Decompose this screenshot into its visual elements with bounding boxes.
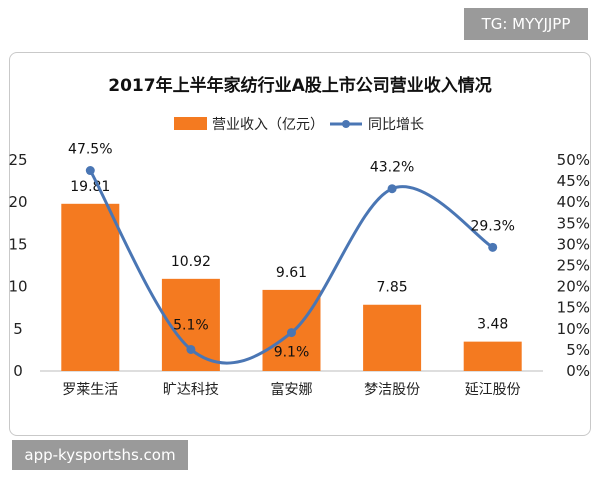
y-left-tick: 5 <box>13 320 23 338</box>
bar-label: 3.48 <box>477 317 508 333</box>
y-right-tick: 25% <box>557 257 590 275</box>
y-left-tick: 0 <box>13 362 23 380</box>
legend-line-marker <box>342 120 350 128</box>
bar <box>363 304 422 371</box>
bar-label: 9.61 <box>276 265 307 281</box>
y-left-tick: 25 <box>8 151 27 169</box>
y-right-tick: 10% <box>557 320 590 338</box>
growth-point <box>488 242 498 252</box>
watermark-tag-bottom: app-kysportshs.com <box>12 440 188 470</box>
y-right-ticks: 0% 5% 10% 15% 20% 25% 30% 35% 40% 45% 50% <box>557 151 590 380</box>
bar <box>61 203 120 371</box>
legend: 营业收入（亿元） 同比增长 <box>174 117 424 133</box>
category-labels: 罗莱生活 旷达科技 富安娜 梦洁股份 延江股份 <box>62 381 520 398</box>
growth-line <box>85 166 498 365</box>
bar-label: 19.81 <box>70 179 110 195</box>
growth-point <box>387 184 397 194</box>
growth-label: 47.5% <box>68 142 112 158</box>
growth-label: 43.2% <box>370 160 414 176</box>
bars <box>61 203 522 371</box>
bar-label: 7.85 <box>377 280 408 296</box>
category-label: 旷达科技 <box>163 382 219 398</box>
chart-title: 2017年上半年家纺行业A股上市公司营业收入情况 <box>108 75 491 96</box>
y-right-tick: 0% <box>566 362 590 380</box>
y-right-tick: 50% <box>557 151 590 169</box>
y-left-tick: 20 <box>8 193 27 211</box>
y-right-tick: 5% <box>566 341 590 359</box>
watermark-tag-top: TG: MYYJJPP <box>464 8 588 40</box>
legend-bar-swatch <box>174 117 207 130</box>
growth-point <box>85 166 95 176</box>
growth-point <box>186 344 196 354</box>
growth-label: 9.1% <box>274 345 310 361</box>
growth-labels: 47.5% 5.1% 9.1% 43.2% 29.3% <box>68 142 515 361</box>
y-right-tick: 20% <box>557 278 590 296</box>
y-right-tick: 40% <box>557 193 590 211</box>
category-label: 富安娜 <box>271 381 313 398</box>
y-right-tick: 45% <box>557 172 590 190</box>
legend-line-label: 同比增长 <box>368 117 424 133</box>
category-label: 延江股份 <box>465 382 521 398</box>
y-left-tick: 10 <box>8 278 27 296</box>
category-label: 梦洁股份 <box>364 382 420 398</box>
legend-bar-label: 营业收入（亿元） <box>212 117 324 133</box>
category-label: 罗莱生活 <box>62 382 118 398</box>
growth-label: 5.1% <box>173 317 209 333</box>
y-right-tick: 15% <box>557 299 590 317</box>
bar-label: 10.92 <box>171 254 211 270</box>
y-right-tick: 30% <box>557 235 590 253</box>
y-left-ticks: 0 5 10 15 20 25 <box>8 151 27 380</box>
y-left-tick: 15 <box>8 235 27 253</box>
growth-point <box>287 328 296 338</box>
growth-label: 29.3% <box>470 218 514 234</box>
bar <box>463 341 522 371</box>
y-right-tick: 35% <box>557 214 590 232</box>
